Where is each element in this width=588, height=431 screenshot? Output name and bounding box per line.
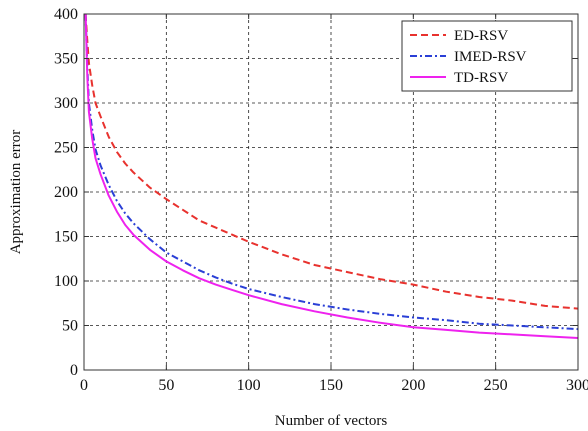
x-axis-label: Number of vectors — [275, 413, 388, 429]
series-line-ed-rsv — [84, 13, 579, 310]
x-tick-label: 250 — [484, 377, 508, 394]
y-tick-label: 50 — [62, 318, 78, 335]
legend-item: ED-RSV — [410, 28, 508, 44]
y-tick-label: 300 — [54, 95, 78, 112]
y-tick-label: 200 — [54, 184, 78, 201]
series-layer — [84, 13, 579, 339]
grid-layer — [84, 14, 578, 370]
x-tick-label: 150 — [319, 377, 343, 394]
legend-label: IMED-RSV — [454, 49, 527, 65]
legend-item: TD-RSV — [410, 70, 508, 86]
x-tick-label: 200 — [401, 377, 425, 394]
y-tick-label: 150 — [54, 229, 78, 246]
y-tick-label: 350 — [54, 51, 78, 68]
y-tick-label: 100 — [54, 273, 78, 290]
legend-label: ED-RSV — [454, 28, 508, 44]
legend-item: IMED-RSV — [410, 49, 527, 65]
x-tick-label: 100 — [237, 377, 261, 394]
series-line-imed-rsv — [84, 13, 579, 331]
x-tick-label: 50 — [158, 377, 174, 394]
y-tick-label: 250 — [54, 140, 78, 157]
y-tick-label: 400 — [54, 6, 78, 23]
series-line-td-rsv — [84, 13, 579, 339]
legend-items: ED-RSV IMED-RSV TD-RSV — [410, 28, 527, 86]
x-tick-label: 300 — [566, 377, 588, 394]
y-axis-label: Approximation error — [8, 130, 24, 255]
x-tick-label: 0 — [80, 377, 88, 394]
y-tick-label: 0 — [70, 362, 78, 379]
tick-layer: 0 50 100 150 200 250 300 0 50 100 150 200 250 300 350 4… — [54, 6, 588, 394]
legend-label: TD-RSV — [454, 70, 508, 86]
legend: ED-RSV IMED-RSV TD-RSV — [401, 20, 573, 92]
